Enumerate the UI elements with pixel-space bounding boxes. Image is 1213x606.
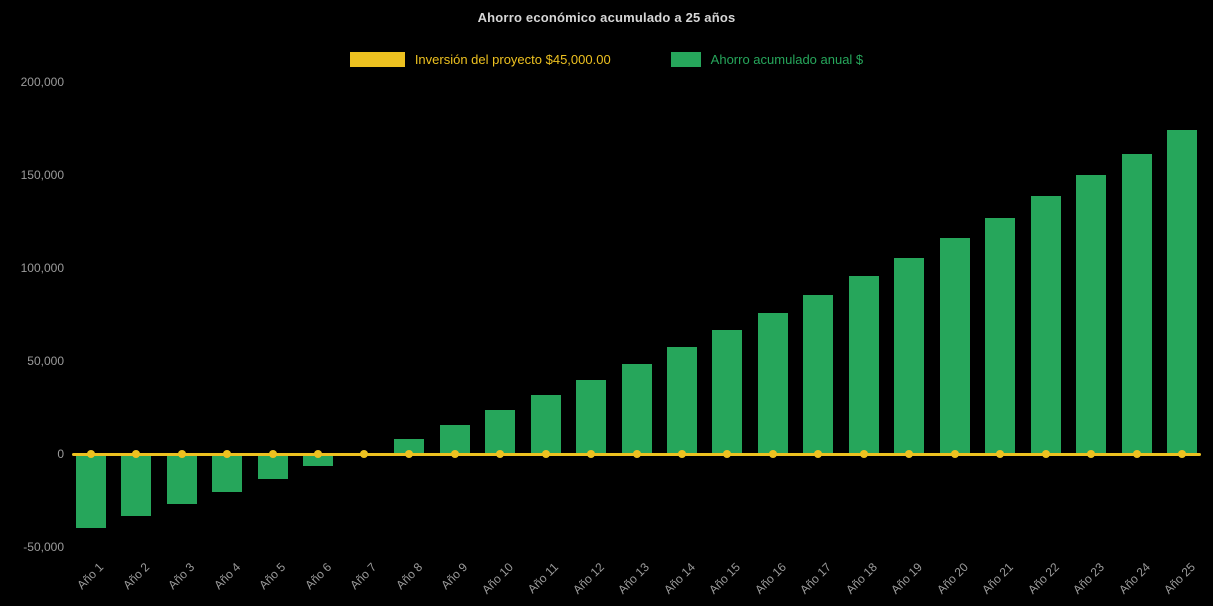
investment-line-point [1087, 450, 1096, 458]
investment-line-point [132, 450, 141, 458]
bar-year-4 [212, 454, 243, 493]
x-axis-label: Año 8 [392, 560, 426, 593]
x-axis-label: Año 14 [661, 560, 698, 597]
bar-year-10 [485, 410, 516, 454]
x-axis-label: Año 1 [74, 560, 107, 593]
chart-title: Ahorro económico acumulado a 25 años [477, 10, 736, 25]
investment-line-point [1178, 450, 1187, 458]
y-axis-tick-label: 200,000 [20, 75, 64, 89]
bar-year-20 [939, 238, 970, 454]
investment-line-point [632, 450, 641, 458]
investment-line-point [768, 450, 777, 458]
x-axis-label: Año 13 [615, 560, 653, 597]
bar-year-11 [530, 395, 561, 454]
x-axis-label: Año 21 [979, 560, 1017, 597]
x-axis-label: Año 16 [752, 560, 789, 597]
investment-line-point [677, 450, 686, 458]
y-axis-tick-label: 0 [57, 447, 64, 461]
bar-year-3 [166, 454, 197, 505]
bar-year-16 [757, 312, 788, 454]
legend-label-ahorro: Ahorro acumulado anual $ [710, 52, 864, 67]
legend-label-inversion: Inversión del proyecto $45,000.00 [414, 52, 611, 67]
bar-year-13 [621, 363, 652, 454]
investment-line-point [1132, 450, 1141, 458]
x-axis-label: Año 19 [888, 560, 926, 597]
investment-line-point [996, 450, 1005, 458]
investment-line-point [86, 450, 95, 458]
x-axis-label: Año 10 [479, 560, 516, 597]
bar-year-9 [439, 425, 470, 454]
x-axis-label: Año 11 [525, 560, 562, 597]
y-axis-tick-label: 50,000 [27, 354, 64, 368]
x-axis-label: Año 17 [797, 560, 835, 597]
x-axis-label: Año 24 [1115, 560, 1153, 597]
x-axis-label: Año 22 [1024, 560, 1062, 597]
investment-line-point [587, 450, 596, 458]
bar-year-17 [803, 294, 834, 454]
bar-year-5 [257, 454, 288, 480]
investment-line-point [814, 450, 823, 458]
x-axis-label: Año 7 [347, 560, 380, 593]
x-axis-label: Año 5 [256, 560, 289, 593]
investment-line-point [541, 450, 550, 458]
investment-line-point [723, 450, 732, 458]
legend-swatch-inversion [349, 52, 405, 67]
x-axis-label: Año 9 [438, 560, 471, 593]
y-axis-tick-label: 100,000 [20, 261, 64, 275]
legend-swatch-ahorro [670, 52, 701, 67]
x-axis-label: Año 25 [1161, 560, 1199, 597]
investment-line-point [859, 450, 868, 458]
bar-year-25 [1167, 130, 1198, 454]
investment-line-point [177, 450, 186, 458]
bar-year-15 [712, 330, 743, 454]
investment-line-point [359, 450, 368, 458]
legend-item-inversion[interactable]: Inversión del proyecto $45,000.00 [349, 52, 611, 67]
x-axis-label: Año 23 [1070, 560, 1108, 597]
x-axis-label: Año 18 [843, 560, 880, 597]
bar-year-6 [303, 454, 334, 467]
investment-line-point [268, 450, 277, 458]
investment-line-point [496, 450, 505, 458]
y-axis-tick-label: 150,000 [20, 168, 64, 182]
bar-year-12 [576, 379, 607, 454]
bar-year-24 [1121, 153, 1152, 454]
x-axis-label: Año 20 [933, 560, 971, 597]
investment-line-point [905, 450, 914, 458]
bar-year-19 [894, 257, 925, 454]
investment-line-point [450, 450, 459, 458]
bar-year-21 [985, 217, 1016, 454]
legend-item-ahorro[interactable]: Ahorro acumulado anual $ [670, 52, 864, 67]
investment-line-point [1041, 450, 1050, 458]
legend: Inversión del proyecto $45,000.00 Ahorro… [0, 52, 1213, 67]
bar-year-23 [1076, 175, 1107, 454]
x-axis-label: Año 2 [120, 560, 153, 593]
x-axis-label: Año 12 [570, 560, 607, 597]
investment-line-point [314, 450, 323, 458]
bar-year-14 [666, 347, 697, 454]
bar-year-18 [848, 276, 879, 454]
bar-year-8 [394, 439, 425, 454]
investment-line-point [405, 450, 414, 458]
x-axis-label: Año 4 [211, 560, 244, 593]
bar-year-22 [1030, 196, 1061, 454]
bar-year-2 [121, 454, 152, 517]
y-axis-tick-label: -50,000 [23, 540, 64, 554]
x-axis-label: Año 3 [165, 560, 198, 593]
x-axis-label: Año 6 [301, 560, 335, 593]
investment-line-point [223, 450, 232, 458]
investment-line-point [950, 450, 959, 458]
x-axis-label: Año 15 [706, 560, 744, 597]
bar-year-1 [75, 454, 106, 529]
